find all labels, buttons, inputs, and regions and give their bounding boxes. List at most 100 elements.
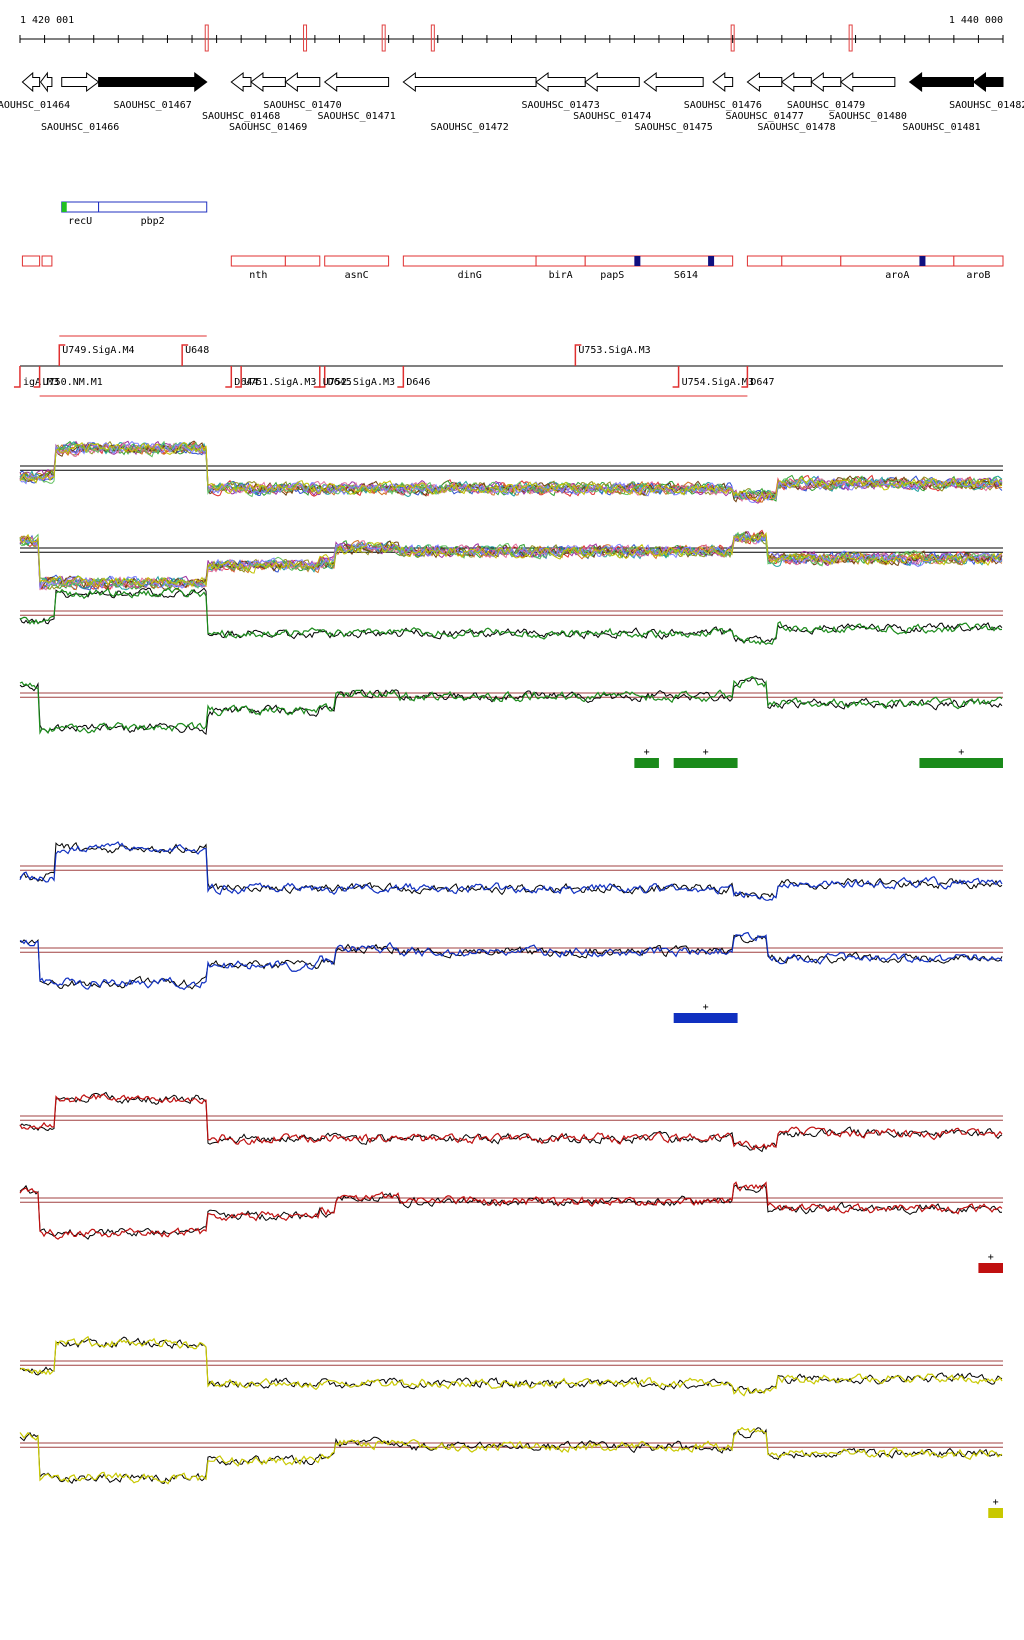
operon-minus-nthb[interactable] (284, 255, 321, 267)
tu-marker-U648[interactable] (181, 344, 189, 366)
gene-arrow-g1475[interactable] (643, 72, 704, 92)
gene-arrow-g1478[interactable] (780, 72, 812, 92)
operon-minus-opm2[interactable] (41, 255, 53, 267)
tu-label: D647 (750, 377, 774, 388)
operon-minus-opm1[interactable] (21, 255, 41, 267)
operon-minus-aroA[interactable] (840, 255, 955, 267)
tu-marker-U754[interactable] (672, 366, 680, 388)
expression-panel-all (19, 440, 1003, 591)
gene-arrow-g1474[interactable] (584, 72, 640, 92)
gene-arrow-g1476[interactable] (712, 71, 734, 93)
tu-marker-U753[interactable] (574, 344, 582, 366)
operon-label: aroB (966, 270, 990, 281)
expression-trace (19, 531, 1003, 590)
operon-minus-papS[interactable] (584, 255, 640, 267)
expression-trace-condition (19, 675, 1003, 735)
gene-arrow-g1470[interactable] (284, 72, 321, 92)
expression-panel-yellow: + (19, 1335, 1003, 1518)
tu-label: D644 (234, 377, 258, 388)
differential-region-marker[interactable] (988, 1508, 1003, 1518)
marker-sign: + (703, 747, 709, 758)
tu-marker-D646[interactable] (397, 366, 405, 388)
operon-label: aroA (885, 270, 909, 281)
operon-marker (708, 256, 715, 266)
operon-minus-aroB[interactable] (953, 255, 1004, 267)
gene-arrow-g1471[interactable] (323, 72, 390, 92)
marker-sign: + (988, 1252, 994, 1263)
operon-label: S614 (674, 270, 698, 281)
gene-arrow-g1467[interactable] (98, 72, 208, 92)
operon-minus-S614[interactable] (638, 255, 734, 267)
ruler-feature-mark (848, 24, 853, 52)
operon-minus-birA[interactable] (535, 255, 586, 267)
gene-arrow-g1465[interactable] (39, 71, 53, 93)
gene-label: SAOUHSC_01475 (635, 122, 713, 133)
gene-label: SAOUHSC_01479 (787, 100, 865, 111)
transcription-unit-track: U749.SigA.M4 U753.SigA.M3 U648 igA.M3U750.N… (13, 335, 1003, 397)
differential-region-marker[interactable] (673, 1013, 738, 1023)
operon-minus-opm4[interactable] (781, 255, 842, 267)
operon-minus-dinG[interactable] (402, 255, 537, 267)
differential-region-marker[interactable] (634, 758, 659, 768)
ruler-ticks (19, 24, 1004, 52)
tu-marker-SigM3L[interactable] (13, 366, 21, 388)
gene-label: SAOUHSC_01477 (725, 111, 803, 122)
operon-label: papS (600, 270, 624, 281)
gene-label: SAOUHSC_01476 (684, 100, 762, 111)
operon-label: birA (549, 270, 573, 281)
gene-label: SAOUHSC_01464 (0, 100, 70, 111)
gene-arrow-g1469[interactable] (250, 72, 286, 92)
operon-minus-nth[interactable] (230, 255, 286, 267)
operon-plus-recU[interactable] (61, 201, 100, 213)
expression-panels: + + + + + + (19, 440, 1003, 1518)
tu-label: U753.SigA.M3 (578, 345, 650, 356)
tu-label: D645 (328, 377, 352, 388)
gene-arrow-g1477[interactable] (746, 72, 783, 92)
gene-label: SAOUHSC_01482 (949, 100, 1024, 111)
marker-sign: + (958, 747, 964, 758)
gene-label: SAOUHSC_01480 (829, 111, 907, 122)
operon-label: dinG (458, 270, 482, 281)
expression-trace-reference (19, 587, 1003, 644)
gene-arrow-g1473[interactable] (535, 72, 586, 92)
gene-label: SAOUHSC_01470 (263, 100, 341, 111)
expression-trace-condition (19, 1181, 1003, 1240)
ruler-end-label: 1 440 000 (949, 15, 1003, 26)
tu-marker-U751[interactable] (235, 366, 242, 388)
differential-region-marker[interactable] (978, 1263, 1003, 1273)
ruler-start-label: 1 420 001 (20, 15, 74, 26)
gene-arrow-g1480[interactable] (839, 72, 896, 92)
gene-arrow-g1472[interactable] (402, 72, 537, 92)
tu-marker-U752[interactable] (313, 366, 321, 388)
tu-label: U752.SigA.M3 (323, 377, 395, 388)
operon-minus-track: nth asnC dinG birA papS S614 aroA aroB (21, 255, 1004, 281)
expression-trace-condition (19, 931, 1003, 991)
expression-trace-reference (19, 1183, 1003, 1240)
ruler-feature-mark (303, 24, 308, 52)
tu-marker-D645[interactable] (318, 366, 326, 388)
expression-trace (19, 440, 1003, 500)
operon-marker (634, 256, 641, 266)
gene-label: SAOUHSC_01474 (573, 111, 651, 122)
operon-plus-pbp2[interactable] (98, 201, 208, 213)
differential-region-marker[interactable] (673, 758, 738, 768)
gene-arrow-g1468[interactable] (230, 71, 252, 93)
tu-marker-U750[interactable] (33, 366, 41, 388)
expression-panel-red: + (19, 1091, 1003, 1273)
tu-marker-D647[interactable] (741, 366, 749, 388)
expression-trace-condition (19, 1093, 1003, 1151)
expression-panel-blue: + (19, 841, 1003, 1023)
tu-marker-U749[interactable] (58, 344, 66, 366)
operon-minus-asnC[interactable] (324, 255, 390, 267)
ruler-feature-mark (381, 24, 386, 52)
differential-region-marker[interactable] (919, 758, 1003, 768)
gene-arrow-g1464[interactable] (21, 71, 41, 93)
gene-arrow-g1481[interactable] (908, 72, 975, 92)
ruler-feature-mark (430, 24, 435, 52)
gene-arrow-g1466[interactable] (61, 72, 100, 92)
expression-trace-reference (19, 677, 1003, 736)
gene-arrow-g1482[interactable] (972, 72, 1004, 92)
operon-minus-opm3[interactable] (746, 255, 783, 267)
tu-marker-D644[interactable] (225, 366, 233, 388)
gene-arrow-g1479[interactable] (810, 72, 842, 92)
